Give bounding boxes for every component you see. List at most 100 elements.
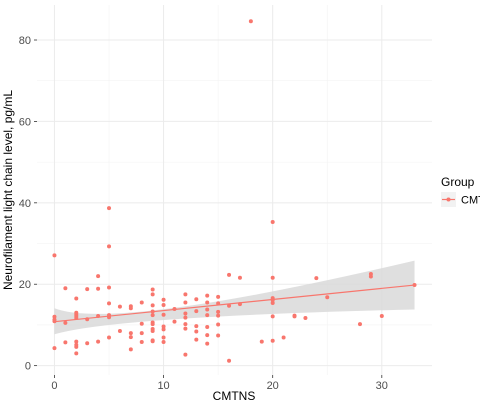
data-point — [150, 287, 155, 292]
data-points — [52, 19, 417, 363]
data-point — [259, 339, 264, 344]
confidence-band — [54, 260, 415, 335]
data-point — [150, 329, 155, 334]
data-point — [161, 297, 166, 302]
data-point — [63, 340, 68, 345]
data-point — [227, 358, 232, 363]
data-point — [74, 351, 79, 356]
x-tick-label: 10 — [157, 380, 169, 392]
data-point — [63, 286, 68, 291]
y-tick-label: 0 — [25, 361, 31, 373]
data-point — [74, 296, 79, 301]
y-tick-label: 60 — [19, 116, 31, 128]
data-point — [139, 340, 144, 345]
data-point — [150, 313, 155, 318]
data-point — [52, 314, 57, 319]
y-axis-ticks: 0 20 40 60 80 — [19, 35, 37, 373]
data-point — [74, 316, 79, 321]
data-point — [161, 324, 166, 329]
data-point — [96, 313, 101, 318]
data-point — [205, 307, 210, 312]
data-point — [96, 286, 101, 291]
data-point — [107, 301, 112, 306]
data-point — [205, 324, 210, 329]
data-point — [227, 303, 232, 308]
data-point — [412, 283, 417, 288]
data-point — [216, 333, 221, 338]
data-point — [150, 309, 155, 314]
data-point — [270, 275, 275, 280]
data-point — [205, 300, 210, 305]
data-point — [128, 331, 133, 336]
data-point — [52, 346, 57, 351]
legend-key-point — [446, 197, 451, 202]
data-point — [270, 338, 275, 343]
data-point — [194, 297, 199, 302]
data-point — [216, 294, 221, 299]
data-point — [314, 276, 319, 281]
data-point — [216, 309, 221, 314]
data-point — [139, 321, 144, 326]
data-point — [183, 352, 188, 357]
data-point — [183, 292, 188, 297]
data-point — [281, 335, 286, 340]
data-point — [183, 326, 188, 331]
data-point — [161, 302, 166, 307]
data-point — [139, 300, 144, 305]
data-point — [172, 319, 177, 324]
y-tick-label: 80 — [19, 35, 31, 47]
data-point — [117, 304, 122, 309]
data-point — [107, 315, 112, 320]
data-point — [85, 341, 90, 346]
data-point — [237, 302, 242, 307]
data-point — [161, 340, 166, 345]
data-point — [52, 319, 57, 324]
data-point — [117, 329, 122, 334]
data-point — [194, 337, 199, 342]
x-tick-label: 20 — [267, 380, 279, 392]
data-point — [205, 341, 210, 346]
data-point — [270, 300, 275, 305]
data-point — [379, 313, 384, 318]
data-point — [85, 317, 90, 322]
data-point — [194, 329, 199, 334]
data-point — [194, 324, 199, 329]
data-point — [161, 327, 166, 332]
legend-title: Group — [441, 175, 475, 189]
data-point — [237, 275, 242, 280]
data-point — [96, 274, 101, 279]
data-point — [194, 309, 199, 314]
data-point — [52, 253, 57, 258]
data-point — [183, 315, 188, 320]
regression-line — [54, 284, 415, 323]
data-point — [270, 298, 275, 303]
y-axis-title: Neurofilament light chain level, pg/mL — [1, 90, 15, 290]
data-point — [63, 320, 68, 325]
data-point — [183, 322, 188, 327]
x-axis-ticks: 0 10 20 30 — [51, 375, 388, 392]
x-axis-title: CMTNS — [213, 389, 256, 403]
data-point — [150, 292, 155, 297]
data-point — [128, 335, 133, 340]
data-point — [139, 331, 144, 336]
data-point — [161, 312, 166, 317]
data-point — [74, 344, 79, 349]
data-point — [325, 295, 330, 300]
data-point — [183, 300, 188, 305]
legend-label-cmt: CMT — [461, 195, 480, 207]
data-point — [205, 333, 210, 338]
data-point — [216, 322, 221, 327]
data-point — [161, 335, 166, 340]
data-point — [357, 322, 362, 327]
data-point — [107, 244, 112, 249]
data-point — [270, 314, 275, 319]
data-point — [292, 314, 297, 319]
data-point — [150, 303, 155, 308]
x-tick-label: 0 — [51, 380, 57, 392]
data-point — [107, 285, 112, 290]
data-point — [74, 339, 79, 344]
data-point — [107, 206, 112, 211]
data-point — [368, 274, 373, 279]
data-point — [216, 313, 221, 318]
